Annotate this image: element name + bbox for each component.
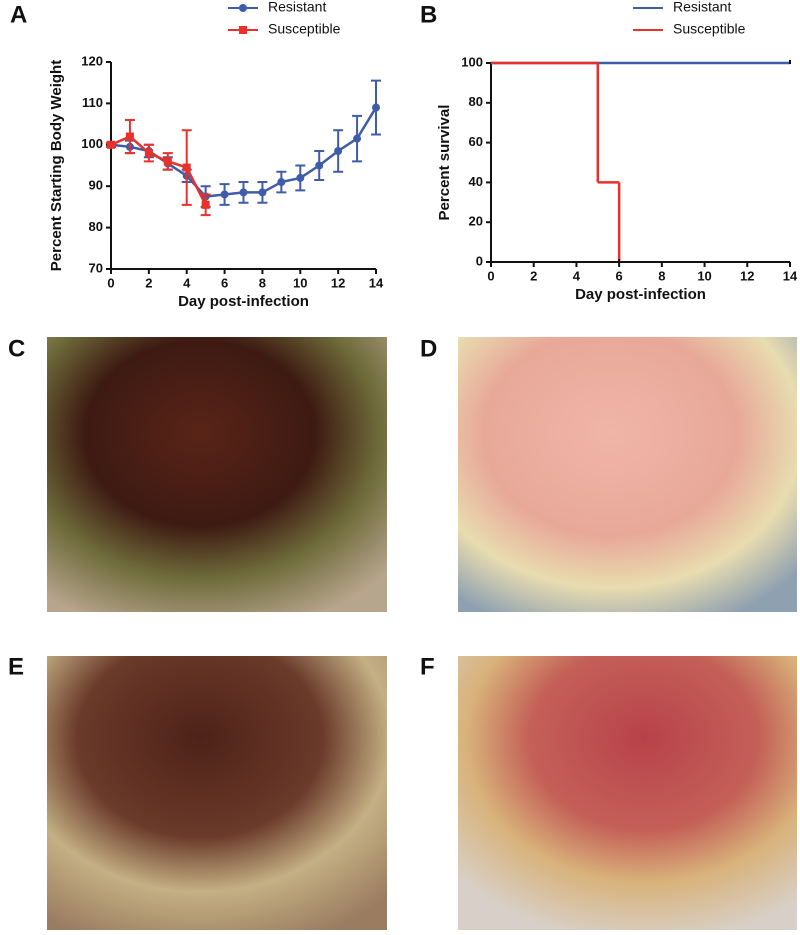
x-axis-label: Day post-infection xyxy=(575,286,706,303)
panel-label: C xyxy=(8,335,25,362)
point xyxy=(182,163,191,172)
legend-label: Resistant xyxy=(268,0,326,15)
panel-label: A xyxy=(10,1,27,28)
y-tick-label: 80 xyxy=(89,219,103,234)
panel-label: B xyxy=(420,1,437,28)
y-tick-label: 80 xyxy=(469,94,483,109)
point xyxy=(296,173,305,182)
y-tick-label: 120 xyxy=(81,53,103,68)
photo xyxy=(458,656,797,930)
x-tick-label: 10 xyxy=(293,275,307,290)
x-tick-label: 4 xyxy=(573,268,581,283)
point xyxy=(163,157,172,166)
x-tick-label: 12 xyxy=(740,268,754,283)
point xyxy=(334,147,343,156)
x-tick-label: 0 xyxy=(487,268,494,283)
photo xyxy=(47,337,387,612)
point xyxy=(277,178,286,187)
point xyxy=(201,200,210,209)
point xyxy=(353,134,362,143)
x-tick-label: 14 xyxy=(369,275,384,290)
x-tick-label: 14 xyxy=(783,268,798,283)
y-tick-label: 0 xyxy=(476,253,483,268)
point xyxy=(220,190,229,199)
legend-label: Susceptible xyxy=(268,21,341,37)
y-tick-label: 70 xyxy=(89,260,103,275)
y-tick-label: 20 xyxy=(469,214,483,229)
point xyxy=(107,140,115,149)
panel-label: F xyxy=(420,653,435,680)
photo xyxy=(458,337,797,612)
y-tick-label: 90 xyxy=(89,178,103,193)
x-tick-label: 8 xyxy=(658,268,665,283)
y-tick-label: 110 xyxy=(82,95,103,110)
x-tick-label: 2 xyxy=(145,275,152,290)
point xyxy=(372,103,380,112)
panel-label: D xyxy=(420,335,437,362)
y-axis-label: Percent survival xyxy=(436,105,453,221)
y-tick-label: 100 xyxy=(461,54,483,69)
x-axis-label: Day post-infection xyxy=(178,293,309,310)
x-tick-label: 6 xyxy=(221,275,228,290)
y-axis-label: Percent Starting Body Weight xyxy=(48,60,65,271)
x-tick-label: 6 xyxy=(616,268,623,283)
legend-label: Resistant xyxy=(673,0,731,15)
legend-label: Susceptible xyxy=(673,21,746,37)
panel-label: E xyxy=(8,653,24,680)
legend-marker xyxy=(239,4,247,12)
point xyxy=(258,188,267,197)
y-tick-label: 100 xyxy=(81,136,103,151)
legend-marker xyxy=(239,26,247,34)
x-tick-label: 4 xyxy=(183,275,191,290)
point xyxy=(315,161,324,170)
y-tick-label: 40 xyxy=(469,174,483,189)
x-tick-label: 10 xyxy=(697,268,711,283)
point xyxy=(239,188,248,197)
x-tick-label: 8 xyxy=(259,275,266,290)
x-tick-label: 12 xyxy=(331,275,345,290)
photo xyxy=(47,656,387,930)
point xyxy=(144,149,153,158)
point xyxy=(125,132,134,141)
x-tick-label: 2 xyxy=(530,268,537,283)
x-tick-label: 0 xyxy=(107,275,114,290)
y-tick-label: 60 xyxy=(469,134,483,149)
